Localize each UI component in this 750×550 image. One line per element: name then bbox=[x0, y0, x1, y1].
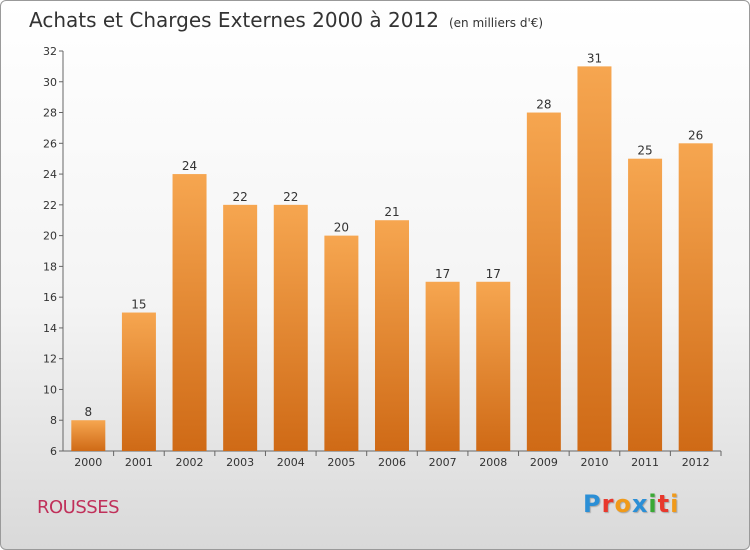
x-tick-label: 2002 bbox=[176, 456, 204, 469]
data-label-2009: 28 bbox=[536, 98, 551, 112]
y-tick-label: 10 bbox=[43, 383, 57, 396]
bar-2002 bbox=[172, 174, 207, 452]
data-label-2001: 15 bbox=[131, 298, 146, 312]
x-tick-label: 2008 bbox=[479, 456, 507, 469]
bar-2012 bbox=[678, 143, 713, 452]
y-tick-label: 28 bbox=[43, 107, 57, 120]
y-tick-label: 16 bbox=[43, 291, 57, 304]
chart-title: Achats et Charges Externes 2000 à 2012 (e… bbox=[29, 8, 543, 32]
chart-subtitle: (en milliers d'€) bbox=[448, 16, 544, 30]
x-tick-label: 2001 bbox=[125, 456, 153, 469]
logo-letter: i bbox=[648, 490, 658, 518]
data-labels: 8 15 24 22 22 20 21 17 17 28 31 25 26 bbox=[84, 51, 703, 419]
bar-2000 bbox=[71, 420, 106, 451]
x-tick-label: 2005 bbox=[327, 456, 355, 469]
data-label-2005: 20 bbox=[334, 221, 349, 235]
y-tick-label: 30 bbox=[43, 76, 57, 89]
y-tick-label: 20 bbox=[43, 230, 57, 243]
data-label-2010: 31 bbox=[587, 51, 602, 65]
y-tick-label: 26 bbox=[43, 137, 57, 150]
x-tick-label: 2003 bbox=[226, 456, 254, 469]
y-tick-label: 24 bbox=[43, 168, 57, 181]
y-tick-label: 8 bbox=[50, 414, 57, 427]
data-label-2000: 8 bbox=[84, 405, 92, 419]
x-tick-label: 2000 bbox=[74, 456, 102, 469]
x-tick-label: 2011 bbox=[631, 456, 659, 469]
bar-2003 bbox=[223, 204, 258, 451]
bar-2011 bbox=[628, 158, 663, 451]
y-tick-label: 12 bbox=[43, 353, 57, 366]
title-text: Achats et Charges Externes 2000 à 2012 bbox=[29, 8, 439, 32]
x-tick-label: 2006 bbox=[378, 456, 406, 469]
logo-letter: r bbox=[601, 490, 615, 518]
bar-2004 bbox=[273, 204, 308, 451]
y-tick-label: 6 bbox=[50, 445, 57, 458]
proxiti-logo[interactable]: Proxiti bbox=[583, 490, 679, 518]
logo-letter: i bbox=[670, 490, 680, 518]
bar-2009 bbox=[526, 112, 561, 452]
data-label-2007: 17 bbox=[435, 267, 450, 281]
x-tick-label: 2004 bbox=[277, 456, 305, 469]
x-tick-label: 2010 bbox=[580, 456, 608, 469]
axes: 6 8 10 12 14 16 18 20 22 24 26 28 30 32 2000 2001 2002 20… bbox=[43, 45, 722, 469]
logo-letter: o bbox=[614, 490, 632, 518]
data-label-2011: 25 bbox=[637, 144, 652, 158]
bar-2001 bbox=[121, 312, 156, 451]
x-tick-label: 2009 bbox=[530, 456, 558, 469]
data-label-2012: 26 bbox=[688, 128, 703, 142]
y-tick-label: 18 bbox=[43, 260, 57, 273]
logo-letter: t bbox=[657, 490, 671, 518]
bar-2010 bbox=[577, 66, 612, 451]
x-tick-label: 2012 bbox=[682, 456, 710, 469]
bar-2007 bbox=[425, 281, 460, 451]
logo-letter: P bbox=[583, 490, 602, 518]
y-tick-label: 14 bbox=[43, 322, 57, 335]
y-tick-label: 22 bbox=[43, 199, 57, 212]
bar-2008 bbox=[476, 281, 511, 451]
bar-2006 bbox=[375, 220, 409, 451]
data-label-2008: 17 bbox=[486, 267, 501, 281]
y-tick-label: 32 bbox=[43, 45, 57, 58]
bars bbox=[71, 66, 713, 452]
commune-name: ROUSSES bbox=[37, 497, 120, 518]
data-label-2006: 21 bbox=[384, 205, 399, 219]
x-tick-label: 2007 bbox=[429, 456, 457, 469]
data-label-2003: 22 bbox=[233, 190, 248, 204]
data-label-2004: 22 bbox=[283, 190, 298, 204]
bar-2005 bbox=[324, 235, 359, 451]
logo-letter: x bbox=[631, 490, 649, 518]
data-label-2002: 24 bbox=[182, 159, 197, 173]
